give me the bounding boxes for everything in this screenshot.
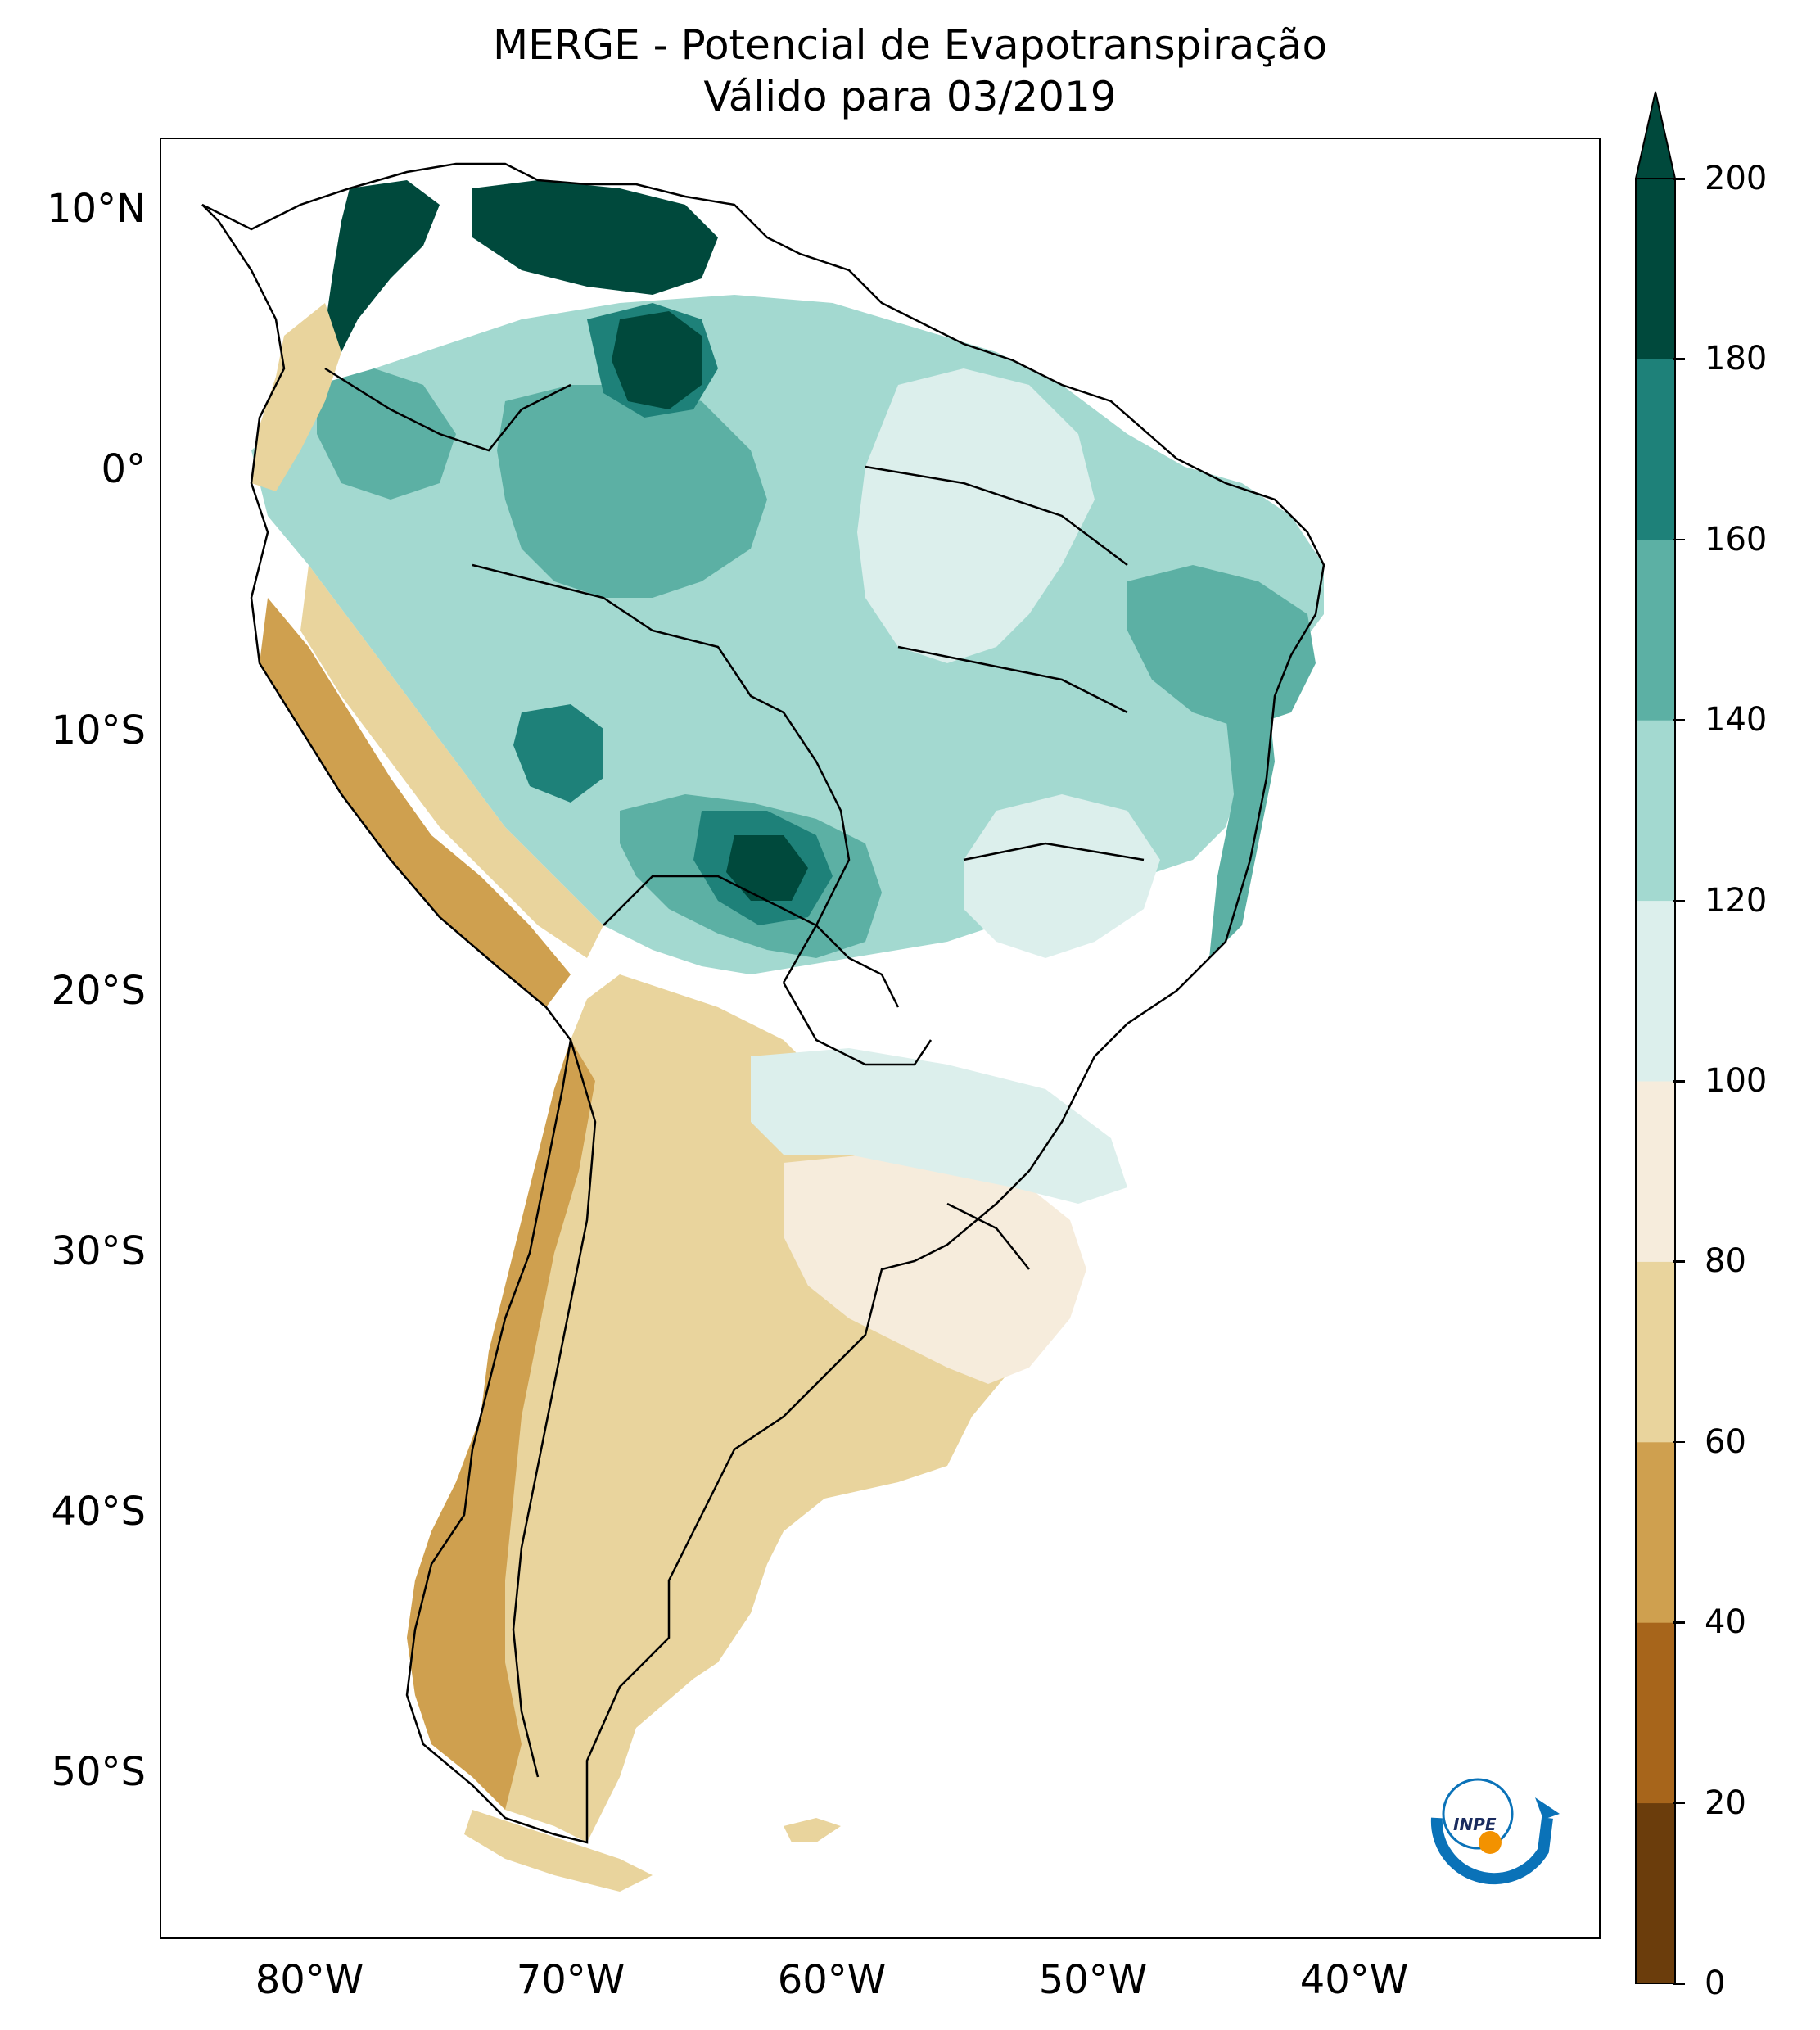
region-minas: [964, 794, 1160, 958]
colorbar-extend-arrow: [1635, 91, 1677, 179]
region-roraima: [612, 311, 702, 409]
border-bolivia: [603, 875, 900, 1008]
lat-label-10n: 10°N: [47, 186, 146, 232]
colorbar-tick: [1673, 358, 1685, 360]
colorbar-tick-label: 140: [1705, 701, 1768, 739]
colorbar-tick: [1673, 899, 1685, 902]
lon-label-60w: 60°W: [777, 1957, 887, 2003]
colorbar-segment-0-20: [1636, 1802, 1675, 1984]
colorbar-segment-20-40: [1636, 1622, 1675, 1804]
lon-label-50w: 50°W: [1038, 1957, 1148, 2003]
colorbar-segment-100-120: [1636, 900, 1675, 1082]
region-cerrado: [857, 368, 1095, 663]
region-central-amazon: [497, 385, 767, 598]
map-title-line2: Válido para 03/2019: [703, 73, 1117, 120]
colorbar-tick: [1673, 1621, 1685, 1624]
colorbar-tick: [1673, 1260, 1685, 1263]
lon-label-80w: 80°W: [255, 1957, 364, 2003]
colorbar-segment-60-80: [1636, 1261, 1675, 1443]
lat-label-20s: 20°S: [51, 968, 146, 1014]
lat-label-40s: 40°S: [51, 1489, 146, 1535]
colorbar-tick-label: 120: [1705, 881, 1768, 920]
region-peru-highlands: [300, 565, 603, 958]
colorbar-tick-label: 20: [1705, 1784, 1746, 1822]
colorbar-tick-label: 0: [1705, 1964, 1726, 2002]
region-east-coast: [1209, 647, 1275, 958]
region-pampas: [784, 1155, 1086, 1384]
region-colombia-north: [325, 180, 440, 352]
border-uruguay: [946, 1202, 1030, 1270]
colorbar-segment-120-140: [1636, 720, 1675, 902]
colorbar-tick-label: 100: [1705, 1062, 1768, 1100]
logo-arrow: [1535, 1797, 1560, 1820]
lat-label-50s: 50°S: [51, 1749, 146, 1795]
logo-sun: [1479, 1831, 1502, 1854]
coastline: [201, 162, 1325, 1844]
map-title-line1: MERGE - Potencial de Evapotranspiração: [492, 21, 1328, 69]
colorbar-tick: [1673, 1440, 1685, 1444]
lon-label-70w: 70°W: [516, 1957, 625, 2003]
colorbar-tick: [1673, 1983, 1685, 1985]
region-tierra-del-fuego: [464, 1810, 653, 1892]
map-panel: [160, 138, 1601, 1939]
border-colombia: [324, 367, 571, 452]
logo-arc: [1430, 1817, 1553, 1885]
border-brazil-west: [472, 563, 851, 983]
region-west-bolivia: [513, 704, 603, 803]
lat-label-10s: 10°S: [51, 708, 146, 753]
colorbar-tick: [1673, 1080, 1685, 1083]
colorbar-tick: [1673, 178, 1685, 180]
colorbar-segment-40-60: [1636, 1441, 1675, 1623]
lat-label-0: 0°: [101, 446, 146, 492]
colorbar-tick: [1673, 1802, 1685, 1805]
colorbar-segment-180-200: [1636, 179, 1675, 359]
colorbar-segment-160-180: [1636, 359, 1675, 540]
colorbar: [1635, 91, 1677, 1984]
border-brazil-states-3: [963, 842, 1145, 861]
region-venezuela-llanos: [472, 180, 718, 295]
colorbar-segment-140-160: [1636, 539, 1675, 721]
border-brazil-states-1: [865, 465, 1128, 566]
region-colombian-andes: [251, 303, 341, 491]
region-northeast: [1127, 565, 1316, 729]
region-west-amazon: [317, 368, 456, 500]
inpe-logo: INPE: [1430, 1778, 1560, 1885]
colorbar-tick: [1673, 538, 1685, 541]
colorbar-tick: [1673, 719, 1685, 721]
region-falklands: [784, 1818, 841, 1842]
border-brazil-states-2: [897, 645, 1128, 714]
colorbar-tick-label: 80: [1705, 1242, 1746, 1281]
colorbar-tick-label: 200: [1705, 160, 1768, 197]
evapotranspiration-field: [251, 180, 1324, 1892]
colorbar-tick-label: 180: [1705, 340, 1768, 378]
south-america-map: [201, 162, 1325, 1892]
logo-text: INPE: [1453, 1815, 1497, 1834]
border-andes: [512, 1039, 597, 1778]
colorbar-tick-label: 60: [1705, 1422, 1746, 1461]
border-paraguay: [782, 982, 933, 1066]
colorbar-segment-80-100: [1636, 1081, 1675, 1262]
region-pantanal-core: [726, 835, 808, 901]
lon-label-40w: 40°W: [1299, 1957, 1409, 2003]
colorbar-tick-label: 40: [1705, 1603, 1746, 1642]
lat-label-30s: 30°S: [51, 1228, 146, 1274]
logo-orbit: [1442, 1778, 1514, 1850]
region-andes-south: [407, 1040, 595, 1810]
region-peru-coast: [260, 598, 571, 1007]
colorbar-tick-label: 160: [1705, 520, 1768, 558]
country-borders: [201, 162, 1325, 1844]
